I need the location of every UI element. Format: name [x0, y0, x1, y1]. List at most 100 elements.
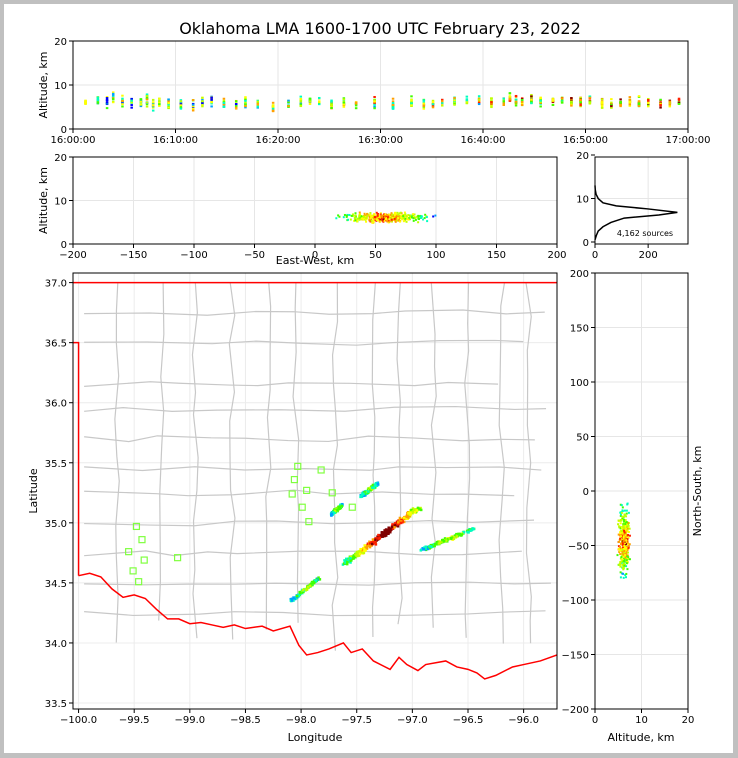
source-point: [410, 216, 413, 219]
source-point: [179, 104, 183, 107]
source-point: [356, 550, 360, 553]
source-point: [490, 99, 493, 102]
source-point: [600, 103, 604, 106]
source-point: [551, 103, 555, 106]
source-point: [201, 98, 204, 101]
source-point: [390, 218, 393, 221]
source-point: [647, 105, 650, 108]
county-line: [84, 550, 522, 557]
source-point: [628, 103, 632, 106]
source-point: [600, 101, 604, 104]
source-point: [342, 98, 346, 101]
source-point: [458, 532, 462, 536]
y-tick-label: −200: [562, 705, 589, 716]
source-point: [619, 522, 622, 525]
source-point: [299, 103, 303, 106]
source-point: [391, 106, 395, 109]
source-point: [373, 215, 376, 218]
source-point: [502, 103, 505, 106]
y-tick-label: 20: [54, 153, 67, 164]
source-point: [294, 597, 298, 600]
source-point: [420, 215, 423, 218]
source-point: [306, 585, 310, 589]
x-tick-label: −98.5: [230, 715, 261, 726]
source-point: [490, 103, 493, 106]
source-point: [354, 104, 358, 107]
source-point: [368, 216, 371, 219]
x-tick-label: 20: [682, 715, 695, 726]
source-point: [579, 98, 582, 101]
source-point: [345, 215, 348, 218]
source-point: [627, 542, 630, 545]
source-point: [422, 103, 426, 106]
source-point: [621, 561, 624, 564]
y-tick-label: 20: [54, 37, 67, 48]
x-tick-label: 17:00:00: [666, 135, 711, 146]
source-point: [579, 100, 582, 103]
source-point: [368, 544, 372, 548]
source-point: [471, 527, 474, 530]
source-point: [467, 531, 470, 534]
axes-frame: [72, 272, 558, 710]
county-line: [430, 282, 437, 628]
source-point: [389, 215, 392, 218]
source-point: [627, 551, 630, 554]
source-point: [514, 98, 518, 101]
source-point: [378, 536, 382, 540]
source-point: [539, 99, 542, 102]
source-point: [410, 102, 413, 105]
source-point: [588, 96, 592, 99]
source-point: [455, 532, 458, 536]
source-point: [387, 526, 390, 529]
source-point: [627, 544, 630, 547]
lma-station: [288, 490, 296, 498]
source-point: [111, 95, 115, 98]
source-point: [413, 216, 416, 219]
source-point: [383, 213, 386, 216]
source-point: [413, 509, 416, 512]
source-point: [405, 514, 409, 517]
time-altitude-panel: 16:00:00 16:10:00 16:20:00 16:30:00 16:40:00…: [37, 37, 710, 146]
source-point: [391, 103, 395, 106]
source-point: [395, 214, 398, 217]
source-point: [551, 98, 555, 101]
source-point: [365, 220, 368, 223]
source-point: [390, 212, 393, 215]
source-point: [410, 100, 413, 103]
source-point: [579, 104, 582, 107]
source-point: [244, 98, 247, 101]
source-point: [530, 98, 533, 101]
source-point: [610, 101, 613, 104]
source-point: [622, 547, 625, 550]
source-point: [430, 544, 434, 547]
x-tick-label: −100: [180, 250, 207, 261]
source-point: [619, 545, 622, 548]
source-point: [374, 217, 377, 220]
source-point: [520, 98, 524, 101]
x-tick-label: −200: [59, 250, 86, 261]
y-tick-label: 10: [576, 195, 589, 206]
county-line: [84, 489, 515, 497]
x-tick-label: 10: [635, 715, 648, 726]
source-point: [397, 219, 400, 222]
source-point: [343, 559, 346, 562]
source-point: [412, 217, 415, 220]
source-point: [271, 107, 275, 110]
source-point: [619, 562, 622, 565]
source-point: [455, 535, 459, 538]
source-point: [625, 521, 628, 524]
source-point: [121, 98, 124, 101]
lma-station: [138, 536, 146, 544]
source-point: [621, 546, 624, 549]
source-point: [617, 519, 620, 522]
source-point: [622, 537, 625, 540]
source-point: [222, 105, 226, 108]
source-point: [244, 106, 247, 109]
source-point: [158, 104, 161, 107]
source-point: [625, 512, 628, 515]
source-point: [417, 214, 420, 217]
source-point: [382, 531, 385, 535]
source-point: [391, 213, 394, 216]
x-tick-label: 16:40:00: [461, 135, 506, 146]
source-point: [426, 220, 429, 223]
